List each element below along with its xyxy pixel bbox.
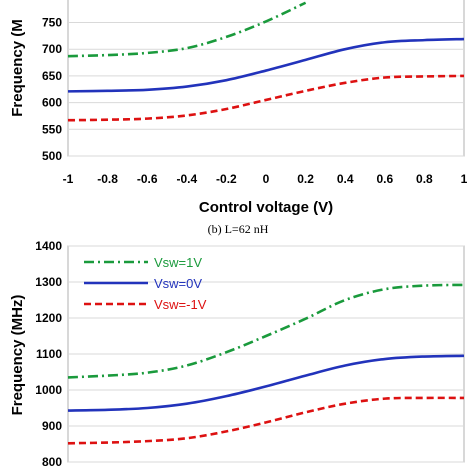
y-tick-label: 750 bbox=[42, 16, 62, 30]
series-line-2 bbox=[67, 396, 465, 445]
y-tick-label: 600 bbox=[42, 96, 62, 110]
top-x-tick-labels: -1 -0.8 -0.6 -0.4 -0.2 0 0.2 0.4 0.6 0.8 1 bbox=[63, 172, 468, 186]
x-tick-label: 0 bbox=[263, 172, 270, 186]
series-line-0 bbox=[67, 283, 465, 379]
y-tick-label: 650 bbox=[42, 69, 62, 83]
figure-caption: (b) L=62 nH bbox=[208, 222, 269, 236]
y-tick-label: 900 bbox=[42, 419, 62, 433]
series-line-2 bbox=[67, 74, 465, 122]
series-line-1 bbox=[67, 37, 465, 93]
y-tick-label: 1000 bbox=[35, 383, 62, 397]
legend-label: Vsw=1V bbox=[154, 255, 202, 270]
legend-label: Vsw=0V bbox=[154, 276, 202, 291]
bottom-legend: Vsw=1V Vsw=0V Vsw=-1V bbox=[84, 255, 207, 312]
top-series-group bbox=[67, 1, 465, 122]
top-y-tick-labels: 500 550 600 650 700 750 bbox=[42, 16, 62, 164]
series-line-1 bbox=[67, 354, 465, 412]
x-tick-label: -0.4 bbox=[176, 172, 197, 186]
y-tick-label: 1200 bbox=[35, 311, 62, 325]
bottom-gridlines bbox=[68, 245, 464, 463]
bottom-y-tick-labels: 800 900 1000 1100 1200 1300 1400 bbox=[35, 239, 62, 469]
top-plot-frame bbox=[67, 0, 465, 157]
bottom-series-group bbox=[67, 283, 465, 445]
y-tick-label: 1300 bbox=[35, 275, 62, 289]
series-line-0 bbox=[67, 1, 307, 58]
y-tick-label: 1400 bbox=[35, 239, 62, 253]
x-tick-label: 0.6 bbox=[376, 172, 393, 186]
top-x-axis-title: Control voltage (V) bbox=[199, 199, 333, 216]
x-tick-label: -0.8 bbox=[97, 172, 118, 186]
y-tick-label: 800 bbox=[42, 455, 62, 469]
top-chart: 500 550 600 650 700 750 -1 -0.8 -0.6 -0.4 -0.2 0 0.… bbox=[9, 0, 468, 216]
x-tick-label: -0.2 bbox=[216, 172, 237, 186]
x-tick-label: 0.2 bbox=[297, 172, 314, 186]
y-tick-label: 550 bbox=[42, 122, 62, 136]
y-tick-label: 500 bbox=[42, 149, 62, 163]
x-tick-label: 0.8 bbox=[416, 172, 433, 186]
x-tick-label: 0.4 bbox=[337, 172, 354, 186]
y-tick-label: 700 bbox=[42, 42, 62, 56]
legend-label: Vsw=-1V bbox=[154, 297, 207, 312]
x-tick-label: -1 bbox=[63, 172, 74, 186]
bottom-y-axis-title: Frequency (MHz) bbox=[9, 295, 26, 416]
top-y-axis-title: Frequency (M bbox=[9, 19, 26, 117]
x-tick-label: -0.6 bbox=[137, 172, 158, 186]
x-tick-label: 1 bbox=[461, 172, 468, 186]
y-tick-label: 1100 bbox=[36, 347, 62, 361]
